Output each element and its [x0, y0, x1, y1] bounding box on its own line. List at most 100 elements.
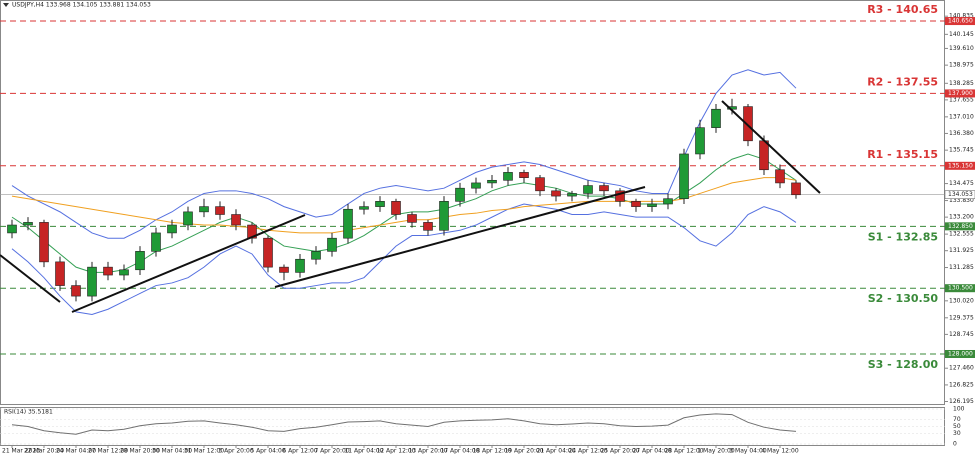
y-tick-label: 132.555: [949, 231, 974, 238]
candle-body: [167, 224, 177, 234]
y-tick-label: 131.285: [949, 264, 974, 271]
candle-body: [503, 172, 513, 181]
level-tag: 132.850: [948, 223, 973, 230]
y-tick-label: 126.825: [949, 381, 974, 388]
y-tick-label: 137.655: [949, 96, 974, 103]
candle-body: [647, 203, 657, 207]
candle-body: [183, 211, 193, 226]
candle-body: [487, 179, 497, 184]
trendline: [274, 186, 646, 288]
x-tick-label: 25 Apr 20:00: [600, 448, 639, 455]
candle-body: [391, 201, 401, 215]
candle-body: [599, 185, 609, 192]
y-tick-label: 131.925: [949, 247, 974, 254]
candle-body: [679, 153, 689, 200]
candle-body: [551, 190, 561, 197]
x-tick-label: 28 Apr 12:00: [664, 448, 703, 455]
candle-body: [327, 237, 337, 252]
candle-body: [215, 206, 225, 215]
candle-body: [423, 222, 433, 231]
y-tick-label: 128.745: [949, 331, 974, 338]
level-tag-bg: [945, 222, 975, 231]
candle-body: [135, 251, 145, 271]
candle-body: [711, 108, 721, 128]
x-tick-label: 21 Apr 04:00: [536, 448, 575, 455]
candle-body: [791, 182, 801, 196]
trendline: [0, 254, 61, 303]
x-tick-label: 11 Apr 04:00: [344, 448, 383, 455]
x-tick-label: 24 Mar 04:00: [56, 448, 96, 455]
y-tick-label: 138.975: [949, 62, 974, 69]
x-tick-label: 13 Apr 20:00: [408, 448, 447, 455]
x-tick-label: 21 Mar 2023: [2, 448, 40, 455]
candle-body: [439, 201, 449, 231]
candle-body: [519, 172, 529, 178]
indicator-line: [11, 203, 797, 316]
level-label: S1 - 132.85: [868, 230, 938, 243]
level-label: R1 - 135.15: [867, 148, 938, 161]
candle-body: [583, 185, 593, 194]
y-tick-label: 138.285: [949, 80, 974, 87]
candle-body: [743, 106, 753, 142]
level-tag-bg: [945, 349, 975, 358]
last-price-tag-bg: [944, 190, 975, 199]
x-tick-label: 27 Apr 04:00: [632, 448, 671, 455]
candle-body: [471, 182, 481, 189]
candle-body: [279, 266, 289, 273]
level-label: R2 - 137.55: [867, 75, 938, 88]
rsi-line: [11, 413, 797, 435]
x-tick-label: 1 May 20:00: [697, 448, 735, 455]
level-label: S3 - 128.00: [868, 358, 939, 371]
level-tag: 140.650: [948, 18, 973, 25]
level-tag: 135.150: [948, 162, 973, 169]
x-tick-label: 6 Apr 12:00: [282, 448, 317, 455]
y-tick-label: 139.610: [949, 45, 974, 52]
y-tick-label: 127.460: [949, 365, 974, 372]
y-tick-label: 130.020: [949, 297, 974, 304]
x-tick-label: 31 Mar 12:00: [184, 448, 224, 455]
level-tag: 137.900: [948, 90, 973, 97]
y-tick-label: 140.835: [949, 13, 974, 20]
level-tag-bg: [945, 284, 975, 293]
candle-body: [247, 224, 257, 239]
candle-body: [23, 222, 33, 226]
rsi-tick-label: 100: [953, 406, 965, 413]
x-tick-label: 3 Apr 20:00: [218, 448, 253, 455]
candle-body: [535, 177, 545, 192]
candle-body: [631, 201, 641, 207]
candle-body: [103, 266, 113, 276]
candle-body: [55, 261, 65, 286]
last-price-tag: 134.053: [948, 191, 973, 198]
trendlines: [0, 100, 821, 313]
candle-body: [263, 237, 273, 268]
candle-body: [343, 208, 353, 239]
y-tick-label: 129.375: [949, 314, 974, 321]
y-tick-label: 133.200: [949, 214, 974, 221]
y-tick-label: 140.145: [949, 31, 974, 38]
y-tick-label: 133.830: [949, 197, 974, 204]
candle-body: [615, 190, 625, 202]
candle-body: [71, 285, 81, 297]
x-tick-label: 7 Apr 20:00: [314, 448, 349, 455]
x-tick-label: 19 Apr 20:00: [504, 448, 543, 455]
rsi-tick-label: 50: [953, 423, 961, 430]
x-tick-label: 27 Mar 12:00: [88, 448, 128, 455]
trendline: [721, 100, 821, 194]
candle-body: [455, 187, 465, 202]
level-label: S2 - 130.50: [868, 292, 939, 305]
candle-body: [7, 224, 17, 234]
level-tag: 128.000: [948, 350, 973, 357]
candle-body: [311, 251, 321, 260]
candle-body: [231, 214, 241, 226]
candle-body: [759, 140, 769, 171]
level-tag-bg: [945, 89, 975, 98]
candle-body: [151, 232, 161, 252]
x-tick-label: 12 Apr 12:00: [376, 448, 415, 455]
x-tick-label: 28 Mar 20:00: [120, 448, 160, 455]
candle-body: [199, 206, 209, 213]
rsi-tick-label: 0: [953, 441, 957, 448]
x-tick-label: 4 May 12:00: [761, 448, 799, 455]
candle-body: [87, 266, 97, 297]
level-tag-bg: [945, 17, 975, 26]
